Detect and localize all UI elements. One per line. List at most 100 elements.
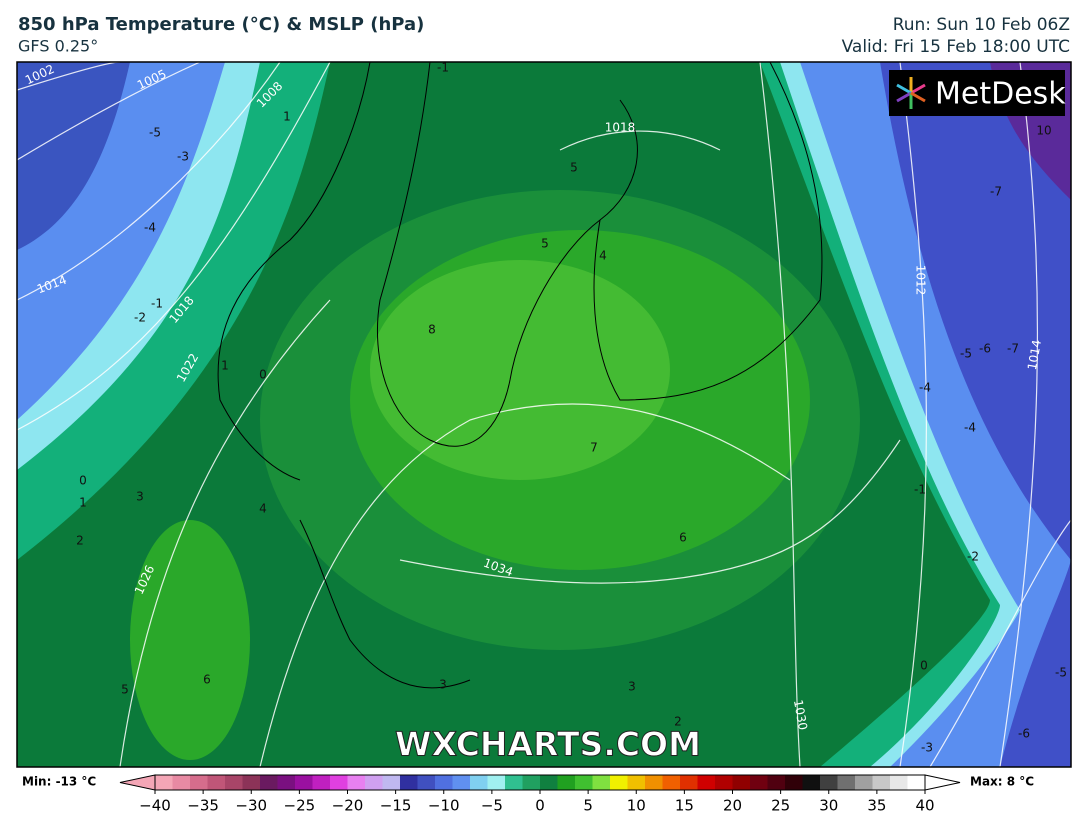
isotherm-label: -1 (914, 483, 926, 497)
colorbar-tick-label: 25 (771, 797, 790, 815)
colorbar-tick-label: −20 (332, 797, 364, 815)
colorbar-swatch (732, 775, 751, 790)
colorbar-swatch (242, 775, 261, 790)
colorbar-swatch (277, 775, 296, 790)
isotherm-label: 7 (590, 441, 598, 455)
colorbar-tick-label: −40 (139, 797, 171, 815)
isotherm-label: 0 (79, 474, 87, 488)
colorbar-swatch (785, 775, 803, 790)
colorbar-swatch (452, 775, 471, 790)
colorbar-end-high (924, 774, 961, 791)
colorbar-swatch (382, 775, 401, 790)
isotherm-label: -7 (990, 185, 1002, 199)
isotherm-label: -4 (144, 221, 156, 235)
isotherm-label: -1 (151, 297, 163, 311)
isotherm-label: 3 (439, 678, 447, 692)
colorbar-swatch (260, 775, 278, 790)
isotherm-label: -7 (1007, 342, 1019, 356)
colorbar-swatch (715, 775, 733, 790)
isotherm-label: 3 (628, 680, 636, 694)
isotherm-label: -5 (149, 126, 161, 140)
colorbar-end-low (119, 774, 156, 791)
isobar-label: 1030 (791, 699, 810, 732)
isotherm-label: 5 (541, 237, 549, 251)
isotherm-label: 2 (674, 715, 682, 729)
colorbar-swatch (627, 775, 646, 790)
colorbar-swatch (855, 775, 873, 790)
colorbar-swatch (557, 775, 576, 790)
colorbar-swatch (697, 775, 716, 790)
colorbar-tick-label: −5 (481, 797, 503, 815)
logo: MetDesk (935, 77, 1066, 112)
isotherm-label: -6 (979, 342, 991, 356)
colorbar-swatch (155, 775, 173, 790)
colorbar-swatch (417, 775, 436, 790)
colorbar-tick-label: −25 (284, 797, 316, 815)
colorbar-tick-label: −30 (235, 797, 267, 815)
isotherm-label: 4 (259, 502, 267, 516)
colorbar-swatch (365, 775, 383, 790)
colorbar-swatch (172, 775, 191, 790)
isotherm-label: -2 (967, 550, 979, 564)
isotherm-label: 8 (428, 323, 436, 337)
valid: Valid: Fri 15 Feb 18:00 UTC (842, 37, 1070, 57)
isotherm-label: 0 (259, 368, 267, 382)
colorbar-swatch (837, 775, 856, 790)
isotherm-label: 1 (79, 496, 87, 510)
isotherm-label: -1 (437, 61, 449, 75)
colorbar-swatch (802, 775, 821, 790)
colorbar-swatch (190, 775, 208, 790)
isotherm-label: -6 (1018, 727, 1030, 741)
isotherm-label: 4 (599, 249, 607, 263)
isotherm-label: 1 (283, 110, 291, 124)
isotherm-label: 0 (920, 659, 928, 673)
max-label: Max: 8 °C (970, 775, 1034, 789)
colorbar-tick-label: 15 (675, 797, 694, 815)
colorbar-tick-label: −15 (380, 797, 412, 815)
isotherm-label: 6 (679, 531, 687, 545)
colorbar-swatch (872, 775, 891, 790)
logo-box (889, 70, 1065, 116)
colorbar-tick-label: 20 (723, 797, 742, 815)
colorbar-swatch (207, 775, 226, 790)
colorbar-tick-label: 30 (819, 797, 838, 815)
isobar-label: 1012 (914, 265, 928, 296)
isotherm-label: 5 (121, 683, 129, 697)
colorbar-tick-label: 5 (583, 797, 593, 815)
colorbar-tick-label: −35 (187, 797, 219, 815)
colorbar-swatch (662, 775, 681, 790)
isotherm-label: -4 (964, 421, 976, 435)
logo-icon (896, 77, 926, 109)
colorbar-swatch (470, 775, 488, 790)
colorbar-swatch (435, 775, 453, 790)
isotherm-label: 5 (570, 161, 578, 175)
colorbar-swatch (820, 775, 838, 790)
colorbar-tick-label: 10 (627, 797, 646, 815)
isotherm-label: 2 (76, 534, 84, 548)
isotherm-label: -5 (960, 347, 972, 361)
colorbar-swatch (225, 775, 243, 790)
colorbar-swatch (522, 775, 541, 790)
colorbar-swatch (750, 775, 768, 790)
isotherm-label: -4 (919, 381, 931, 395)
isotherm-label: 10 (1036, 124, 1051, 138)
colorbar-swatch (400, 775, 418, 790)
isotherm-label: 3 (136, 490, 144, 504)
colorbar-swatch (330, 775, 348, 790)
isotherm-label: -3 (921, 741, 933, 755)
isobar-label: 1018 (605, 121, 636, 135)
colorbar-swatch (907, 775, 926, 790)
colorbar-swatch (487, 775, 506, 790)
model: GFS 0.25° (18, 37, 98, 56)
colorbar-swatch (312, 775, 331, 790)
colorbar-swatch (575, 775, 593, 790)
colorbar-swatch (767, 775, 786, 790)
colorbar-swatch (610, 775, 628, 790)
colorbar-swatch (540, 775, 558, 790)
isotherm-label: 6 (203, 673, 211, 687)
colorbar-swatch (890, 775, 908, 790)
title: 850 hPa Temperature (°C) & MSLP (hPa) (18, 14, 424, 35)
colorbar-tick-label: 0 (535, 797, 545, 815)
colorbar-swatch (505, 775, 523, 790)
